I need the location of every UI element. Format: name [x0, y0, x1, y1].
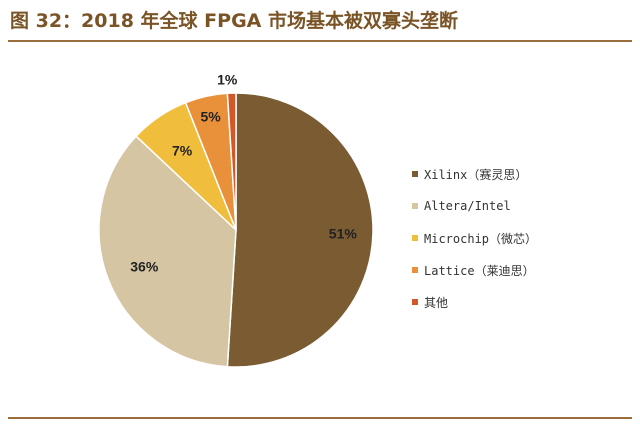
legend-swatch — [412, 235, 418, 241]
bottom-divider — [8, 417, 632, 419]
legend-item-5: 其他 — [412, 286, 537, 318]
legend-item-2: Altera/Intel — [412, 190, 537, 222]
legend-label: 其他 — [424, 295, 449, 310]
legend-label: Lattice（莱迪思） — [424, 263, 535, 278]
legend-item-3: Microchip（微芯） — [412, 222, 537, 254]
legend-item-1: Xilinx（赛灵思） — [412, 158, 537, 190]
legend-swatch — [412, 267, 418, 273]
pie-slices — [98, 92, 374, 368]
pie-slice-1 — [226, 92, 374, 368]
legend-label: Xilinx（赛灵思） — [424, 167, 528, 182]
slice-value-label-5: 1% — [217, 71, 238, 87]
legend-swatch — [412, 299, 418, 305]
legend-label: Altera/Intel — [424, 199, 511, 213]
pie-slice-2 — [98, 135, 237, 368]
slice-value-label-4: 5% — [200, 108, 221, 124]
legend-swatch — [412, 171, 418, 177]
pie-value-labels: 51% 36% 7% 5% 1% — [130, 71, 357, 274]
slice-value-label-3: 7% — [172, 143, 193, 159]
slice-value-label-2: 36% — [130, 258, 159, 274]
legend-item-4: Lattice（莱迪思） — [412, 254, 537, 286]
slice-value-label-1: 51% — [329, 225, 358, 241]
pie-slice-5 — [226, 92, 237, 231]
legend-label: Microchip（微芯） — [424, 231, 538, 246]
legend-swatch — [412, 203, 418, 209]
title-divider — [8, 40, 632, 42]
chart-title: 图 32：2018 年全球 FPGA 市场基本被双寡头垄断 — [10, 10, 458, 32]
chart-legend: Xilinx（赛灵思） Altera/Intel Microchip（微芯） Latt… — [412, 158, 537, 318]
